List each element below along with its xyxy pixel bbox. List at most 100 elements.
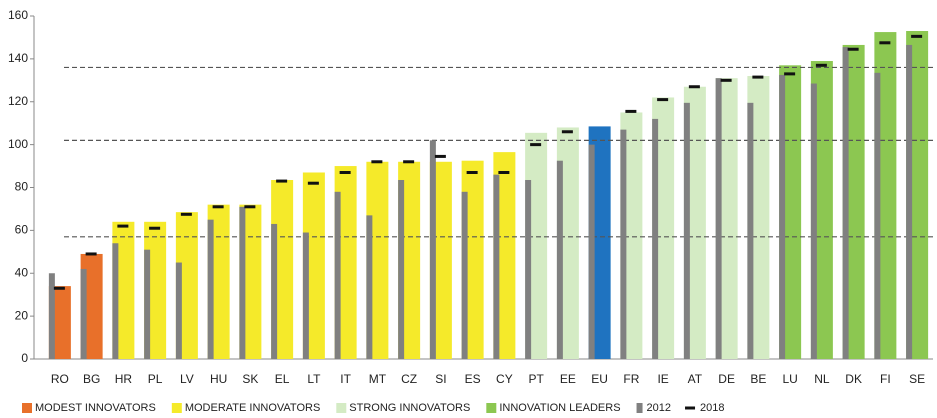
legend-label: MODERATE INNOVATORS — [185, 402, 320, 414]
bar-2012 — [842, 47, 849, 359]
marker-2018 — [53, 286, 65, 290]
bar-2012 — [144, 249, 151, 359]
y-tick-label: 0 — [21, 351, 28, 365]
bar-2012 — [620, 129, 627, 359]
bar-2012 — [175, 262, 182, 359]
x-tick-label: RO — [51, 372, 69, 386]
bar-2012 — [493, 174, 500, 359]
x-tick-label: BG — [83, 372, 100, 386]
bar-2012 — [48, 273, 55, 359]
bar-2012 — [302, 232, 309, 359]
bar-2012 — [747, 102, 754, 360]
bar-2012 — [652, 118, 659, 360]
x-tick-label: PT — [528, 372, 544, 386]
x-tick-label: DK — [845, 372, 862, 386]
marker-2018 — [530, 143, 542, 147]
x-tick-label: IE — [657, 372, 668, 386]
x-tick-label: AT — [688, 372, 703, 386]
legend-swatch — [685, 406, 696, 410]
y-tick-label: 140 — [8, 51, 28, 65]
marker-2018 — [625, 109, 637, 113]
x-tick-label: SE — [909, 372, 925, 386]
marker-2018 — [307, 181, 319, 185]
marker-2018 — [117, 224, 129, 228]
x-tick-label: FI — [880, 372, 891, 386]
marker-2018 — [371, 160, 383, 164]
x-tick-label: EU — [591, 372, 608, 386]
legend-swatch — [22, 403, 32, 413]
bar-2012 — [239, 206, 246, 359]
bar-2012 — [556, 160, 563, 359]
x-tick-label: LV — [180, 372, 194, 386]
y-tick-label: 40 — [15, 265, 29, 279]
x-tick-label: SK — [242, 372, 258, 386]
marker-2018 — [784, 72, 796, 76]
y-tick-label: 120 — [8, 94, 28, 108]
x-tick-label: EL — [275, 372, 290, 386]
legend-label: MODEST INNOVATORS — [35, 402, 156, 414]
bar-2012 — [429, 140, 436, 359]
marker-2018 — [276, 179, 288, 183]
x-tick-label: HU — [210, 372, 227, 386]
marker-2018 — [180, 212, 192, 216]
x-tick-label: HR — [115, 372, 133, 386]
marker-2018 — [720, 78, 732, 82]
bar-2012 — [715, 78, 722, 359]
x-tick-label: IT — [340, 372, 351, 386]
marker-2018 — [752, 75, 764, 79]
x-tick-label: NL — [814, 372, 830, 386]
x-tick-label: CZ — [401, 372, 417, 386]
legend-label: 2012 — [647, 402, 671, 414]
bar-2012 — [461, 191, 468, 359]
bar-2012 — [588, 144, 595, 359]
marker-2018 — [434, 154, 446, 158]
x-tick-label: MT — [369, 372, 387, 386]
x-tick-label: PL — [148, 372, 163, 386]
marker-2018 — [561, 130, 573, 134]
y-tick-label: 80 — [15, 180, 29, 194]
bar-2012 — [112, 243, 119, 359]
x-tick-label: CY — [496, 372, 513, 386]
bar-2012 — [874, 72, 881, 359]
x-tick-label: DE — [718, 372, 735, 386]
marker-2018 — [688, 85, 700, 89]
x-tick-label: ES — [465, 372, 481, 386]
marker-2018 — [85, 252, 97, 256]
bar-2012 — [271, 223, 278, 359]
x-tick-label: FR — [623, 372, 639, 386]
bar-2012 — [810, 83, 817, 359]
legend-label: INNOVATION LEADERS — [499, 402, 620, 414]
y-tick-label: 100 — [8, 137, 28, 151]
marker-2018 — [847, 47, 859, 51]
x-tick-label: EE — [560, 372, 576, 386]
marker-2018 — [498, 170, 510, 174]
bar-2012 — [398, 179, 405, 359]
marker-2018 — [403, 160, 415, 164]
bar-2012 — [334, 191, 341, 359]
marker-2018 — [212, 205, 224, 209]
bar-2012 — [525, 179, 532, 359]
x-tick-label: LT — [307, 372, 321, 386]
marker-2018 — [339, 170, 351, 174]
marker-2018 — [911, 34, 923, 38]
bar-2012 — [683, 102, 690, 360]
legend-label: 2018 — [700, 402, 724, 414]
marker-2018 — [657, 98, 669, 102]
bar-2012 — [779, 74, 786, 359]
legend-swatch — [486, 403, 497, 413]
bar-2012 — [207, 219, 214, 359]
x-tick-label: BE — [750, 372, 766, 386]
marker-2018 — [149, 226, 161, 230]
x-tick-label: SI — [435, 372, 446, 386]
legend-swatch — [636, 403, 643, 413]
marker-2018 — [879, 41, 891, 45]
legend-label: STRONG INNOVATORS — [349, 402, 470, 414]
marker-2018 — [466, 170, 478, 174]
marker-2018 — [244, 205, 256, 209]
bar-2012 — [366, 215, 373, 359]
x-tick-label: LU — [782, 372, 797, 386]
y-tick-label: 20 — [15, 308, 29, 322]
y-tick-label: 160 — [8, 8, 28, 22]
legend-swatch — [336, 403, 347, 413]
